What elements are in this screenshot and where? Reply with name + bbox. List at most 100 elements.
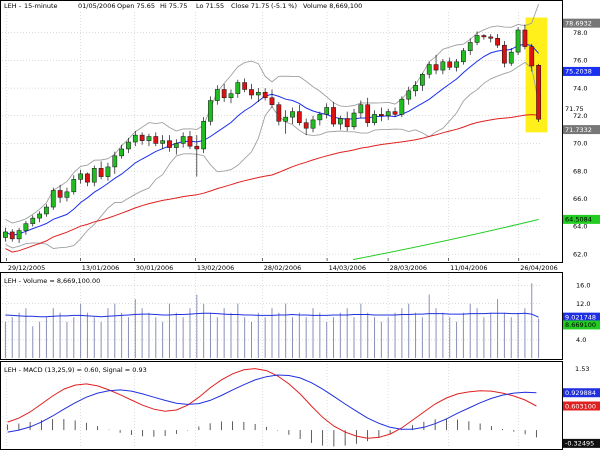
price-y-tick-5: 72.0: [573, 112, 587, 120]
price-y-tick-3: 68.0: [573, 167, 587, 175]
price-y-tick-1: 64.0: [573, 223, 587, 231]
price-y-tick-2: 66.0: [573, 195, 587, 203]
candle-body-9: [64, 191, 70, 198]
lower-band-tag: 71.7332: [565, 126, 592, 134]
volume-average-line: [5, 312, 539, 318]
header-change: (-5.1 %): [271, 2, 297, 10]
candle-body-42: [290, 111, 295, 118]
candle-body-15: [105, 166, 111, 177]
candle-body-37: [255, 91, 261, 96]
gridlines: [2, 12, 542, 448]
long-ma-tag: 64.5084: [565, 216, 592, 224]
candle-body-29: [201, 121, 207, 150]
candle-body-60: [413, 85, 418, 92]
candle-body-76: [522, 29, 528, 47]
header-low: Lo 71.55: [196, 2, 224, 10]
candle-body-63: [433, 64, 439, 71]
candle-body-65: [447, 61, 453, 68]
x-axis-labels: 29/12/2005 13/01/2006 30/01/2006 13/02/2006…: [6, 258, 558, 272]
candle-body-36: [249, 89, 254, 96]
date-label-3: 13/02/2006: [197, 264, 234, 272]
candle-body-12: [85, 173, 90, 183]
candle-body-35: [242, 82, 248, 90]
candle-body-13: [91, 168, 97, 183]
candle-body-4: [30, 217, 36, 224]
candle-body-73: [502, 44, 507, 64]
candle-body-20: [139, 134, 145, 141]
candle-body-62: [426, 64, 432, 75]
price-y-tick-8: 78.0: [573, 29, 587, 37]
price-panel-frame: [0, 0, 563, 263]
volume-bars: [4, 283, 540, 358]
candle-body-16: [112, 155, 118, 168]
header-close: Close 71.75: [231, 2, 269, 10]
candle-body-77: [529, 46, 535, 67]
date-label-0: 29/12/2005: [8, 264, 45, 272]
volume-y-tick-0: 4.0: [576, 336, 586, 344]
candle-body-51: [351, 112, 357, 128]
candle-body-23: [160, 140, 166, 144]
candle-body-43: [296, 111, 302, 123]
candle-body-7: [50, 190, 56, 208]
last-price-tag-bg: [563, 104, 600, 114]
candle-body-61: [420, 74, 425, 86]
moving-average-green-line: [352, 219, 539, 261]
middle-band-tag-bg: [563, 66, 600, 76]
candle-body-31: [214, 89, 220, 101]
candle-body-39: [269, 97, 275, 105]
volume-y-tick-2: 12.0: [576, 300, 590, 308]
signal-tag-bg: [563, 401, 600, 411]
value-tags: 78.6932 75.2038 71.75 71.7332 64.5084 9.02174…: [563, 18, 600, 448]
date-label-2: 30/01/2006: [136, 264, 173, 272]
volume-last-tag: 8.669100: [565, 321, 596, 329]
candle-body-74: [508, 51, 514, 64]
volume-avg-tag: 9.021748: [565, 313, 596, 321]
candle-body-30: [208, 100, 213, 122]
candle-body-33: [228, 93, 234, 99]
candle-body-0: [3, 231, 8, 238]
indicator-lines: [5, 3, 540, 261]
candle-body-10: [71, 179, 77, 193]
bollinger-middle-line: [5, 43, 539, 236]
header-date: 01/05/2006: [78, 2, 115, 10]
candle-body-5: [37, 213, 42, 219]
candle-body-14: [98, 168, 104, 177]
header-dash: -: [19, 2, 22, 10]
candle-body-69: [474, 35, 480, 43]
candle-body-56: [385, 111, 391, 116]
volume-last-tag-bg: [563, 320, 600, 330]
hist-tag: -0.32495: [565, 440, 594, 448]
candle-body-55: [378, 114, 384, 117]
price-header: LEH - 15-minute 01/05/2006 Open 75.65 Hi…: [4, 2, 362, 10]
candle-body-72: [495, 38, 500, 46]
long-ma-tag-bg: [563, 214, 600, 224]
candle-body-53: [365, 104, 371, 123]
price-y-tick-7: 76.0: [573, 57, 587, 65]
last-price-tag: 71.75: [565, 105, 584, 113]
signal-tag: 0.603100: [565, 402, 596, 410]
candle-body-40: [276, 104, 282, 122]
candle-body-44: [303, 122, 309, 129]
candle-body-22: [153, 136, 159, 144]
candle-body-25: [173, 143, 179, 148]
macd-title: LEH - MACD (13,25,9) = 0.60, Signal = 0.…: [4, 366, 147, 374]
candle-body-8: [57, 190, 63, 198]
date-label-7: 11/04/2006: [450, 264, 487, 272]
candle-body-24: [167, 140, 172, 148]
candle-body-3: [23, 223, 29, 231]
candle-body-48: [331, 107, 336, 125]
candle-body-28: [194, 145, 200, 150]
macd-line: [7, 368, 537, 439]
hist-tag-bg: [563, 438, 600, 448]
macd-tag: 0.929884: [565, 389, 596, 397]
moving-average-red-line: [5, 114, 539, 253]
candle-body-19: [132, 134, 138, 143]
candle-body-34: [235, 82, 241, 94]
volume-avg-tag-bg: [563, 312, 600, 322]
candle-body-67: [461, 50, 466, 63]
date-label-4: 28/02/2006: [264, 264, 301, 272]
lower-band-tag-bg: [563, 125, 600, 135]
candle-body-41: [283, 116, 289, 122]
volume-title: LEH - Volume = 8,669,100.00: [4, 277, 100, 285]
